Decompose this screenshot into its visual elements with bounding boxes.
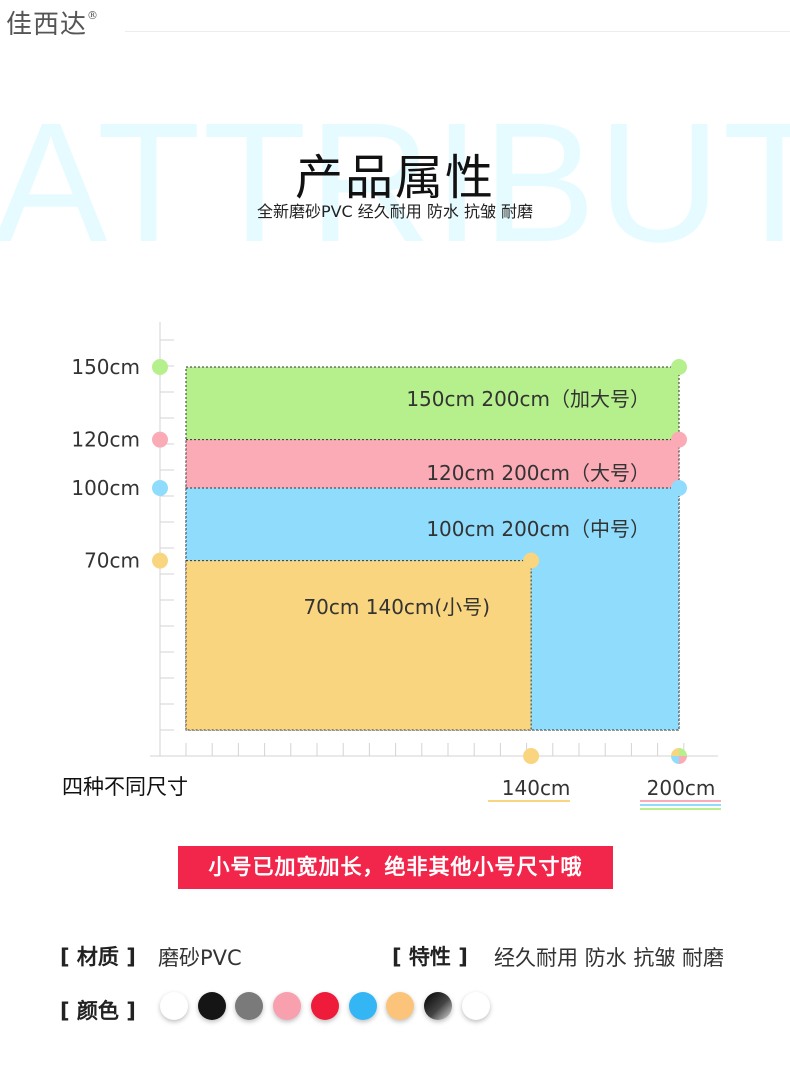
- size-label-4: 70cm 140cm(小号): [303, 595, 490, 619]
- feature-value: 经久耐用 防水 抗皱 耐磨: [494, 946, 725, 970]
- color-swatch-gray[interactable]: [235, 992, 264, 1020]
- x-tick-dot-200-segment: [679, 756, 687, 764]
- page-title: 产品属性: [294, 150, 495, 206]
- y-tick-label: 70cm: [84, 549, 140, 573]
- size-area-4: [185, 560, 532, 731]
- corner-dot: [671, 480, 687, 496]
- x-tick-dot-200-segment: [671, 748, 679, 756]
- color-swatch-list: [160, 992, 500, 1024]
- color-swatch-blue[interactable]: [348, 992, 377, 1020]
- size-label-1: 150cm 200cm（加大号）: [406, 387, 650, 411]
- watermark-background: ATTRIBUTE: [0, 100, 790, 260]
- feature-label: [ 特性 ]: [392, 945, 468, 969]
- y-tick-label: 100cm: [71, 476, 140, 500]
- page-subtitle: 全新磨砂PVC 经久耐用 防水 抗皱 耐磨: [256, 202, 534, 221]
- y-tick-label: 120cm: [71, 428, 140, 452]
- material-value: 磨砂PVC: [158, 946, 242, 970]
- corner-dot: [523, 552, 540, 569]
- y-tick-dot: [152, 359, 168, 375]
- y-tick-dot: [152, 552, 168, 569]
- chart-caption: 四种不同尺寸: [62, 775, 188, 799]
- x-tick-label-140: 140cm: [502, 776, 571, 800]
- y-tick-dot: [152, 431, 168, 448]
- color-swatch-pink[interactable]: [273, 992, 302, 1020]
- notice-banner: 小号已加宽加长，绝非其他小号尺寸哦: [178, 846, 613, 889]
- registered-mark: ®: [87, 9, 100, 23]
- color-swatch-white[interactable]: [160, 992, 188, 1020]
- x-tick-label-200: 200cm: [647, 776, 716, 800]
- color-label: [ 颜色 ]: [60, 999, 136, 1023]
- x-tick-dot-140: [523, 748, 540, 764]
- color-swatch-red[interactable]: [310, 992, 339, 1020]
- logo-text: 佳西达: [6, 10, 88, 40]
- watermark-text: ATTRIBUTE: [0, 100, 790, 260]
- y-tick-dot: [152, 480, 168, 496]
- color-swatch-gradient-black[interactable]: [423, 992, 452, 1020]
- y-tick-label: 150cm: [71, 355, 140, 379]
- header-divider: [125, 31, 790, 32]
- color-swatch-orange[interactable]: [386, 992, 415, 1020]
- material-label: [ 材质 ]: [60, 945, 136, 969]
- brand-logo: 佳西达®: [6, 4, 99, 41]
- x-tick-dot-200-segment: [671, 756, 679, 764]
- color-swatch-white-2[interactable]: [461, 992, 490, 1020]
- corner-dot: [671, 431, 687, 448]
- x-tick-dot-200-segment: [679, 748, 687, 756]
- color-swatch-black[interactable]: [197, 992, 226, 1020]
- corner-dot: [671, 359, 687, 375]
- size-label-2: 120cm 200cm（大号）: [426, 461, 650, 485]
- size-chart: 150cm 200cm（加大号） 120cm 200cm（大号） 100cm 200…: [62, 322, 721, 810]
- size-label-3: 100cm 200cm（中号）: [426, 517, 650, 541]
